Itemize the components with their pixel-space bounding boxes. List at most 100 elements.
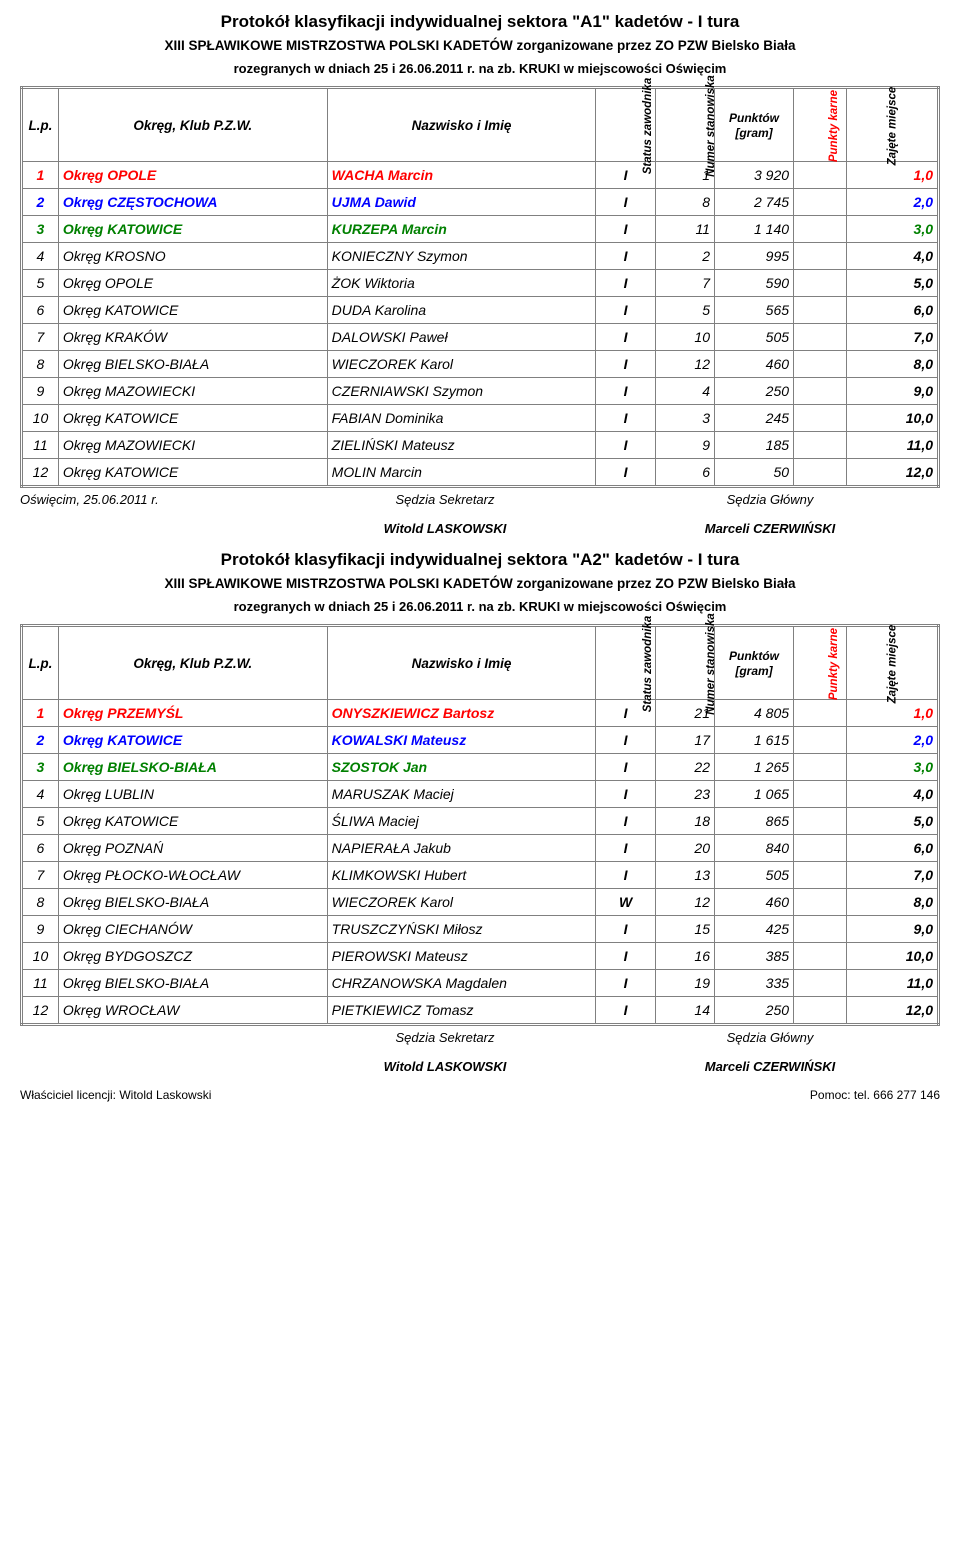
cell-num: 23 <box>655 781 714 808</box>
table-row: 8Okręg BIELSKO-BIAŁAWIECZOREK KarolI1246… <box>22 351 939 378</box>
cell-st: I <box>596 835 655 862</box>
cell-name: CZERNIAWSKI Szymon <box>327 378 596 405</box>
cell-lp: 4 <box>22 243 59 270</box>
table-row: 6Okręg KATOWICEDUDA KarolinaI55656,0 <box>22 297 939 324</box>
section1-title-sub: XIII SPŁAWIKOWE MISTRZOSTWA POLSKI KADET… <box>20 38 940 53</box>
cell-pk <box>794 432 847 459</box>
sig1-row2: Witold LASKOWSKI Marceli CZERWIŃSKI <box>20 521 940 536</box>
cell-pts: 3 920 <box>714 162 793 189</box>
sig2-row1: Sędzia Sekretarz Sędzia Główny <box>20 1030 940 1045</box>
sig1-row1: Oświęcim, 25.06.2011 r. Sędzia Sekretarz… <box>20 492 940 507</box>
cell-lp: 6 <box>22 835 59 862</box>
cell-st: I <box>596 243 655 270</box>
cell-num: 17 <box>655 727 714 754</box>
sig1-secretary-name: Witold LASKOWSKI <box>290 521 600 536</box>
cell-name: KURZEPA Marcin <box>327 216 596 243</box>
cell-okr: Okręg KATOWICE <box>58 297 327 324</box>
hdr-punktow: Punktów [gram] <box>714 626 793 700</box>
cell-zm: 9,0 <box>846 378 938 405</box>
table-row: 2Okręg KATOWICEKOWALSKI MateuszI171 6152… <box>22 727 939 754</box>
cell-pk <box>794 808 847 835</box>
table-row: 7Okręg PŁOCKO-WŁOCŁAWKLIMKOWSKI HubertI1… <box>22 862 939 889</box>
cell-zm: 10,0 <box>846 943 938 970</box>
cell-pts: 385 <box>714 943 793 970</box>
cell-num: 16 <box>655 943 714 970</box>
cell-num: 19 <box>655 970 714 997</box>
cell-pk <box>794 889 847 916</box>
cell-pk <box>794 916 847 943</box>
cell-name: WACHA Marcin <box>327 162 596 189</box>
cell-lp: 12 <box>22 459 59 487</box>
table-row: 9Okręg CIECHANÓWTRUSZCZYŃSKI MiłoszI1542… <box>22 916 939 943</box>
cell-lp: 2 <box>22 189 59 216</box>
cell-lp: 10 <box>22 943 59 970</box>
cell-pts: 245 <box>714 405 793 432</box>
cell-okr: Okręg KATOWICE <box>58 727 327 754</box>
cell-zm: 6,0 <box>846 835 938 862</box>
cell-pk <box>794 727 847 754</box>
cell-lp: 7 <box>22 324 59 351</box>
cell-name: ONYSZKIEWICZ Bartosz <box>327 700 596 727</box>
cell-pts: 50 <box>714 459 793 487</box>
cell-zm: 4,0 <box>846 781 938 808</box>
cell-lp: 10 <box>22 405 59 432</box>
table-a1-body: 1Okręg OPOLEWACHA MarcinI13 9201,02Okręg… <box>22 162 939 487</box>
cell-zm: 7,0 <box>846 862 938 889</box>
cell-zm: 1,0 <box>846 162 938 189</box>
cell-okr: Okręg BIELSKO-BIAŁA <box>58 351 327 378</box>
hdr-lp: L.p. <box>22 626 59 700</box>
hdr-okreg: Okręg, Klub P.Z.W. <box>58 626 327 700</box>
footer-right: Pomoc: tel. 666 277 146 <box>810 1088 940 1102</box>
cell-num: 7 <box>655 270 714 297</box>
cell-st: I <box>596 378 655 405</box>
cell-num: 15 <box>655 916 714 943</box>
cell-zm: 1,0 <box>846 700 938 727</box>
cell-lp: 8 <box>22 889 59 916</box>
cell-lp: 11 <box>22 432 59 459</box>
cell-okr: Okręg BYDGOSZCZ <box>58 943 327 970</box>
cell-zm: 8,0 <box>846 351 938 378</box>
sig1-main-label: Sędzia Główny <box>600 492 940 507</box>
cell-lp: 1 <box>22 162 59 189</box>
cell-pts: 1 140 <box>714 216 793 243</box>
hdr-nazwisko: Nazwisko i Imię <box>327 88 596 162</box>
sig2-main-name: Marceli CZERWIŃSKI <box>600 1059 940 1074</box>
cell-zm: 10,0 <box>846 405 938 432</box>
cell-st: I <box>596 781 655 808</box>
cell-lp: 3 <box>22 754 59 781</box>
cell-okr: Okręg KATOWICE <box>58 216 327 243</box>
cell-zm: 5,0 <box>846 808 938 835</box>
cell-okr: Okręg WROCŁAW <box>58 997 327 1025</box>
cell-okr: Okręg PŁOCKO-WŁOCŁAW <box>58 862 327 889</box>
cell-num: 20 <box>655 835 714 862</box>
cell-st: I <box>596 754 655 781</box>
cell-zm: 11,0 <box>846 970 938 997</box>
hdr-numer: Numer stanowiska <box>655 88 714 162</box>
table-a2: L.p. Okręg, Klub P.Z.W. Nazwisko i Imię … <box>20 624 940 1026</box>
cell-name: PIEROWSKI Mateusz <box>327 943 596 970</box>
cell-num: 12 <box>655 351 714 378</box>
cell-lp: 1 <box>22 700 59 727</box>
cell-pts: 2 745 <box>714 189 793 216</box>
cell-st: I <box>596 970 655 997</box>
cell-pts: 460 <box>714 889 793 916</box>
cell-pts: 840 <box>714 835 793 862</box>
cell-num: 8 <box>655 189 714 216</box>
cell-pts: 1 265 <box>714 754 793 781</box>
cell-lp: 5 <box>22 808 59 835</box>
cell-name: ŻOK Wiktoria <box>327 270 596 297</box>
hdr-numer: Numer stanowiska <box>655 626 714 700</box>
cell-name: NAPIERAŁA Jakub <box>327 835 596 862</box>
cell-pts: 250 <box>714 997 793 1025</box>
cell-okr: Okręg BIELSKO-BIAŁA <box>58 754 327 781</box>
table-row: 11Okręg BIELSKO-BIAŁACHRZANOWSKA Magdale… <box>22 970 939 997</box>
cell-num: 14 <box>655 997 714 1025</box>
cell-num: 2 <box>655 243 714 270</box>
cell-name: KONIECZNY Szymon <box>327 243 596 270</box>
cell-zm: 4,0 <box>846 243 938 270</box>
cell-okr: Okręg KROSNO <box>58 243 327 270</box>
hdr-okreg: Okręg, Klub P.Z.W. <box>58 88 327 162</box>
cell-num: 10 <box>655 324 714 351</box>
sig1-main-name: Marceli CZERWIŃSKI <box>600 521 940 536</box>
cell-zm: 11,0 <box>846 432 938 459</box>
